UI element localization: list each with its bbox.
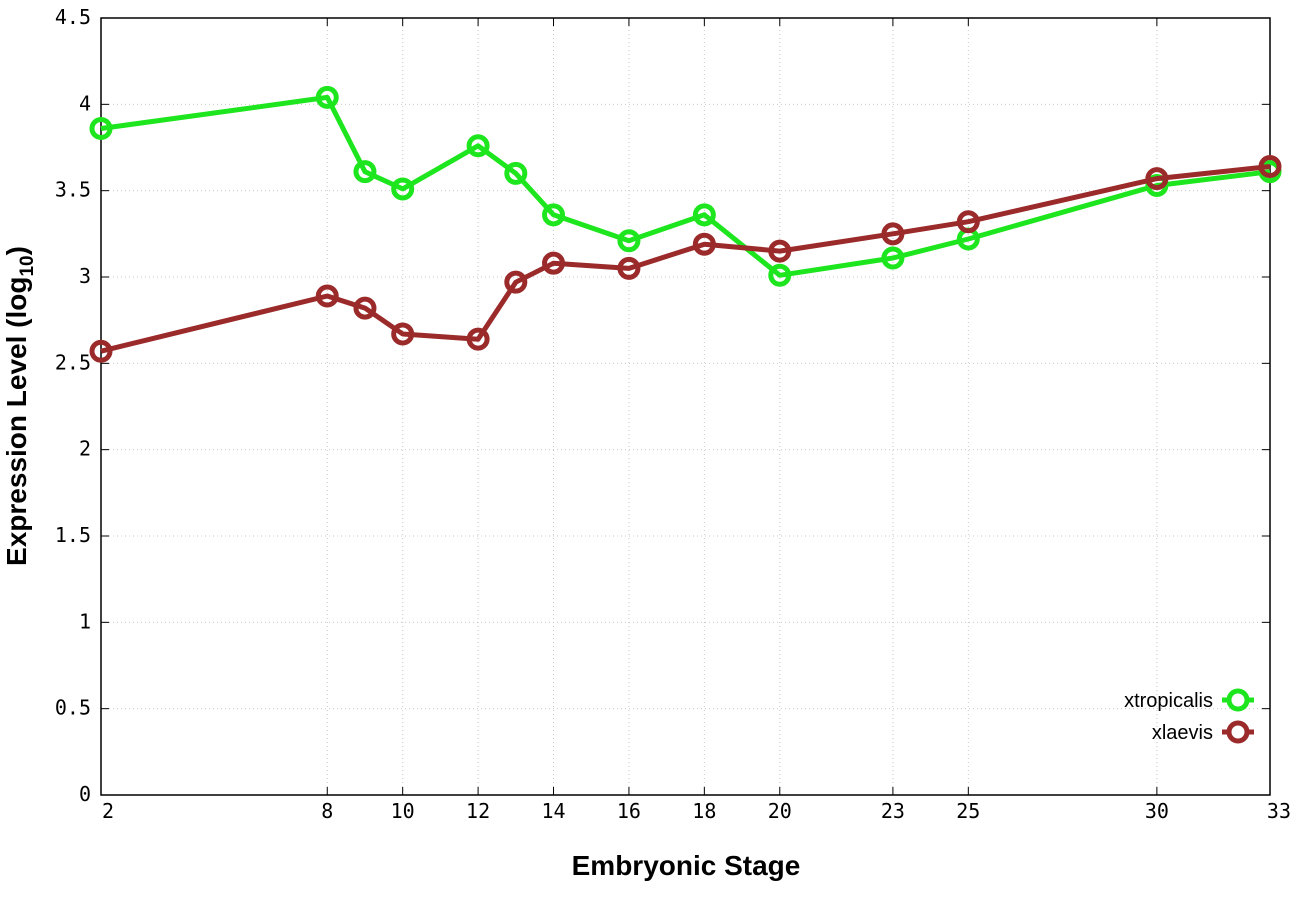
y-axis-title-main: Expression Level (log [1, 277, 32, 566]
x-axis-title: Embryonic Stage [572, 850, 801, 881]
x-tick-label: 23 [881, 799, 905, 823]
data-point-xtropicalis [768, 263, 792, 287]
data-point-xlaevis [504, 270, 528, 294]
data-point-xlaevis [466, 327, 490, 351]
plot-frame [100, 17, 1271, 796]
data-point-xtropicalis [353, 160, 377, 184]
data-point-xlaevis [617, 256, 641, 280]
data-point-xlaevis [315, 284, 339, 308]
data-point-xtropicalis [617, 229, 641, 253]
y-tick-label: 4 [79, 91, 91, 115]
x-tick-label: 12 [466, 799, 490, 823]
y-tick-label: 0.5 [55, 696, 91, 720]
data-point-xtropicalis [315, 85, 339, 109]
y-axis-title-subscript: 10 [17, 255, 38, 276]
data-point-xtropicalis [692, 203, 716, 227]
data-point-xlaevis [542, 251, 566, 275]
legend-marker-xlaevis [1226, 720, 1250, 744]
data-point-xlaevis [692, 232, 716, 256]
data-point-xtropicalis [466, 134, 490, 158]
x-tick-label: 8 [321, 799, 333, 823]
x-tick-label: 18 [692, 799, 716, 823]
data-point-xlaevis [956, 210, 980, 234]
data-point-xtropicalis [881, 246, 905, 270]
x-tick-label: 14 [541, 799, 565, 823]
y-tick-label: 0 [79, 782, 91, 806]
data-point-xlaevis [1258, 154, 1282, 178]
data-point-xtropicalis [391, 177, 415, 201]
x-tick-label: 2 [102, 799, 114, 823]
legend-label-xtropicalis: xtropicalis [1124, 690, 1213, 712]
legend: xtropicalis xlaevis [1124, 688, 1254, 744]
x-tick-label: 25 [956, 799, 980, 823]
data-point-xlaevis [391, 322, 415, 346]
y-tick-label: 3 [79, 264, 91, 288]
series-line-xlaevis [100, 164, 1271, 354]
x-tick-label: 20 [768, 799, 792, 823]
data-point-xlaevis [1145, 167, 1169, 191]
x-tick-label: 33 [1267, 799, 1291, 823]
x-tick-label: 30 [1145, 799, 1169, 823]
data-point-xlaevis [89, 339, 113, 363]
axis-ticks: 0 0.5 1 1.5 2 2.5 3 3.5 4 4.5 2 8 10 12 14 16 18 20 23 25 30… [55, 5, 1291, 823]
legend-label-xlaevis: xlaevis [1152, 722, 1213, 744]
data-point-xlaevis [768, 239, 792, 263]
series-lines [89, 85, 1282, 363]
x-tick-label: 10 [391, 799, 415, 823]
y-tick-label: 4.5 [55, 5, 91, 29]
y-tick-label: 2 [79, 437, 91, 461]
y-tick-label: 1.5 [55, 523, 91, 547]
x-tick-label: 16 [617, 799, 641, 823]
y-axis-title-close: ) [1, 246, 32, 255]
grid [101, 18, 1270, 795]
y-tick-label: 2.5 [55, 350, 91, 374]
data-point-xtropicalis [542, 203, 566, 227]
data-point-xtropicalis [504, 161, 528, 185]
legend-marker-xtropicalis [1226, 688, 1250, 712]
y-axis-title: Expression Level (log10) [1, 246, 38, 566]
data-point-xtropicalis [89, 117, 113, 141]
y-tick-label: 1 [79, 609, 91, 633]
data-point-xlaevis [353, 296, 377, 320]
y-tick-label: 3.5 [55, 178, 91, 202]
data-point-xlaevis [881, 222, 905, 246]
